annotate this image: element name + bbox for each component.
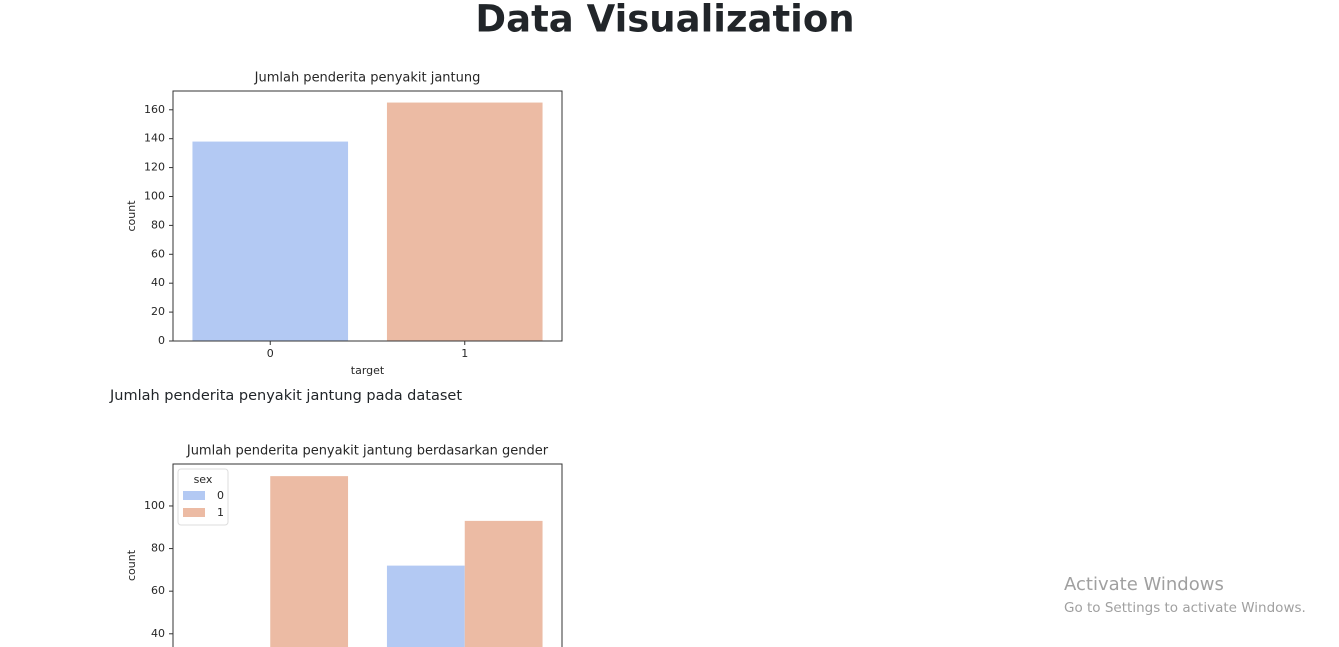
axes-frame xyxy=(172,90,563,342)
chart-title: Jumlah penderita penyakit jantung xyxy=(254,71,481,86)
y-axis-label: count xyxy=(125,549,138,581)
legend-swatch xyxy=(183,508,205,517)
y-tick-label: 60 xyxy=(151,584,165,597)
chart-title: Jumlah penderita penyakit jantung berdas… xyxy=(186,444,549,459)
page-title: Data Visualization xyxy=(475,0,854,41)
y-tick-label: 100 xyxy=(144,189,165,202)
watermark-title: Activate Windows xyxy=(1064,574,1224,595)
y-tick-label: 160 xyxy=(144,103,165,116)
bar xyxy=(386,102,543,341)
y-tick-label: 20 xyxy=(151,305,165,318)
legend-label: 1 xyxy=(217,506,224,519)
x-tick-label: 1 xyxy=(461,347,468,360)
caption: Jumlah penderita penyakit jantung pada d… xyxy=(109,388,462,404)
legend-label: 0 xyxy=(217,489,224,502)
y-tick-label: 80 xyxy=(151,542,165,555)
x-tick-label: 0 xyxy=(267,347,274,360)
y-tick-label: 40 xyxy=(151,627,165,640)
y-axis-label: count xyxy=(125,200,138,232)
bar xyxy=(464,520,543,647)
bar xyxy=(192,141,349,341)
y-tick-label: 120 xyxy=(144,161,165,174)
bar xyxy=(270,476,349,647)
y-tick-label: 80 xyxy=(151,218,165,231)
y-tick-label: 100 xyxy=(144,499,165,512)
watermark-subtitle: Go to Settings to activate Windows. xyxy=(1064,600,1306,616)
y-tick-label: 0 xyxy=(158,334,165,347)
x-axis-label: target xyxy=(351,364,385,377)
y-tick-label: 60 xyxy=(151,247,165,260)
y-tick-label: 140 xyxy=(144,132,165,145)
bar xyxy=(386,565,465,647)
legend-swatch xyxy=(183,491,205,500)
legend-title: sex xyxy=(194,473,213,486)
y-tick-label: 40 xyxy=(151,276,165,289)
